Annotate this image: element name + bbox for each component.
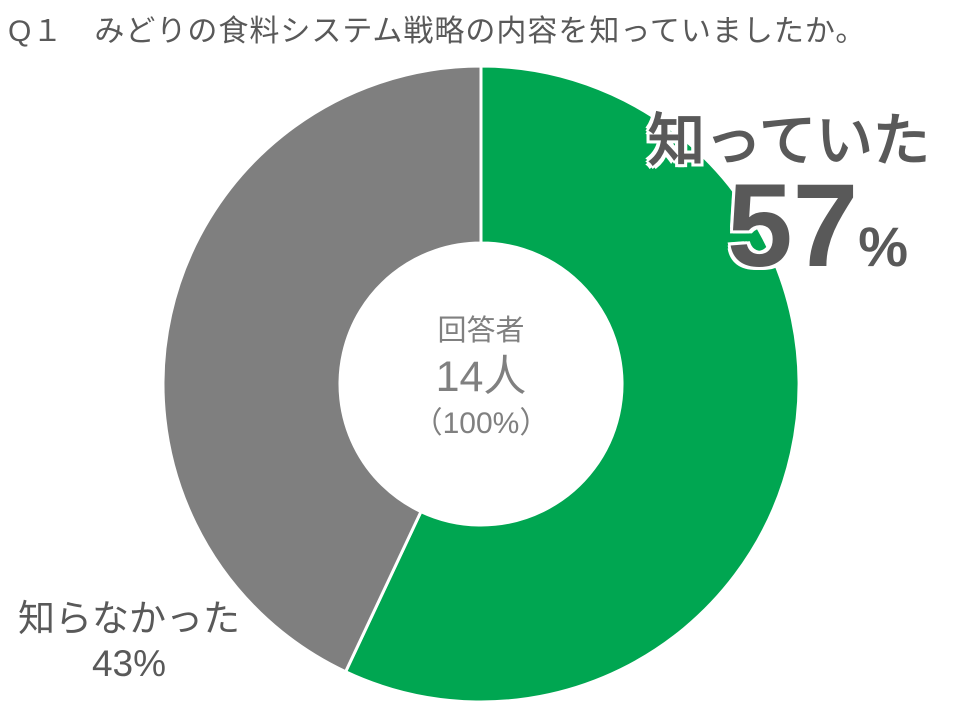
unknown-slice-name: 知らなかった <box>18 598 240 639</box>
known-slice-value-line: 57% <box>648 167 908 285</box>
donut-center-label: 回答者 14人 （100%） <box>321 314 641 442</box>
donut-slice-known <box>344 64 801 704</box>
known-slice-value: 57 <box>726 159 859 292</box>
unknown-slice-label: 知らなかった 43% <box>0 596 258 686</box>
center-label-percent: （100%） <box>412 407 550 441</box>
center-label-count: 14人 <box>435 352 527 401</box>
chart-title: Q１ みどりの食料システム戦略の内容を知っていましたか。 <box>8 15 867 48</box>
center-label-respondents: 回答者 <box>437 315 525 347</box>
known-slice-unit: % <box>858 214 908 278</box>
unknown-slice-value: 43% <box>91 643 167 685</box>
known-slice-name: 知っていた <box>647 109 930 173</box>
known-slice-label: 知っていた 57% <box>648 110 930 285</box>
donut-slice-unknown <box>161 64 483 674</box>
